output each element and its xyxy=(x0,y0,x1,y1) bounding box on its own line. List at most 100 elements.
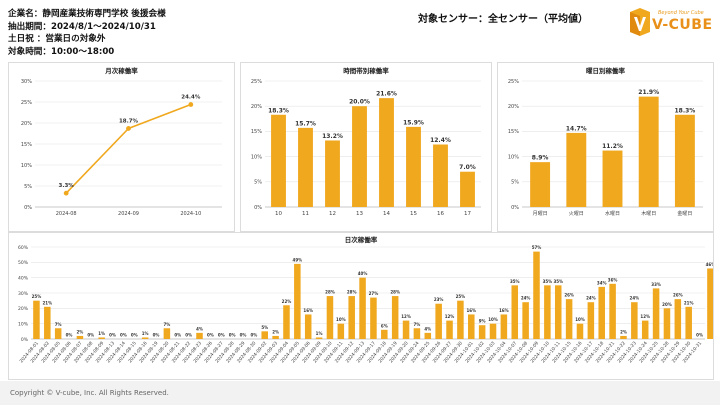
y-tick-label: 0% xyxy=(511,205,519,211)
x-tick-label: 月曜日 xyxy=(533,211,548,217)
bar xyxy=(54,328,62,339)
data-label: 7% xyxy=(414,322,421,327)
data-label: 20.0% xyxy=(349,99,370,106)
holiday-note: 土日祝 ：営業日の対象外 xyxy=(8,34,106,45)
data-label: 14.7% xyxy=(566,125,587,132)
data-label: 0% xyxy=(87,333,94,338)
data-point xyxy=(126,126,131,131)
hourly-panel: 時間帯別稼働率 0% 5% 10% 15% 20% 25% 18.3% 15.7% 13.2% 20… xyxy=(240,62,492,232)
bar xyxy=(433,144,448,207)
monthly-rate-chart: 月次稼働率 0% 5% 10% 15% 20% 25% 30% 3.3% 18.7% 24.4% 20… xyxy=(21,66,222,217)
data-label: 0% xyxy=(240,333,247,338)
bar xyxy=(602,150,623,207)
weekday-panel: 曜日別稼働率 0% 5% 10% 15% 20% 25% 8.9% 14.7% 11.2% 21.9… xyxy=(497,62,714,232)
data-label: 18.3% xyxy=(674,107,695,114)
data-label: 46% xyxy=(706,262,713,267)
bar xyxy=(298,127,313,207)
data-label: 0% xyxy=(218,333,225,338)
bar xyxy=(565,299,573,339)
data-label: 0% xyxy=(250,333,257,338)
data-label: 2% xyxy=(620,329,627,334)
y-tick-label: 20% xyxy=(251,104,262,110)
data-label: 12% xyxy=(640,314,650,319)
data-label: 0% xyxy=(66,333,73,338)
data-label: 1% xyxy=(316,331,323,336)
bar xyxy=(381,329,388,339)
logo-name: V-CUBE xyxy=(652,17,713,33)
data-label: 12% xyxy=(401,314,411,319)
y-tick-label: 25% xyxy=(21,100,32,106)
data-label: 21.9% xyxy=(638,89,659,96)
x-tick-label: 15 xyxy=(410,211,417,217)
bar xyxy=(457,300,464,339)
bar xyxy=(435,303,442,339)
data-label: 7% xyxy=(55,322,62,327)
bar xyxy=(413,328,421,339)
y-tick-label: 5% xyxy=(24,184,32,190)
y-tick-label: 20% xyxy=(21,121,32,127)
y-tick-label: 5% xyxy=(254,180,262,186)
data-label: 1% xyxy=(142,331,149,336)
data-label: 25% xyxy=(32,294,42,299)
data-label: 22% xyxy=(282,299,292,304)
x-tick-label: 11 xyxy=(302,211,309,217)
bar xyxy=(315,337,323,339)
copyright-text: Copyright © V-cube, Inc. All Rights Rese… xyxy=(10,389,169,397)
bar xyxy=(544,285,551,339)
x-tick-label: 金曜日 xyxy=(677,210,692,217)
hourly-rate-chart: 時間帯別稼働率 0% 5% 10% 15% 20% 25% 18.3% 15.7% 13.2% 20… xyxy=(251,66,481,217)
bar xyxy=(76,335,84,339)
bar xyxy=(406,126,421,207)
cube-logo-icon xyxy=(630,8,650,36)
data-label: 0% xyxy=(207,333,214,338)
x-tick-label: 10 xyxy=(275,211,282,217)
bar xyxy=(554,285,562,339)
bar xyxy=(326,296,334,339)
data-label: 1% xyxy=(98,331,105,336)
x-tick-label: 水曜日 xyxy=(605,210,620,217)
bar xyxy=(489,323,497,339)
data-label: 10% xyxy=(575,317,585,322)
x-tick-label: 2024-08 xyxy=(56,211,77,217)
data-label: 24% xyxy=(521,296,531,301)
bar xyxy=(196,332,203,339)
bar xyxy=(500,314,508,339)
x-tick-label: 13 xyxy=(356,211,363,217)
data-label: 36% xyxy=(608,277,618,282)
data-label: 27% xyxy=(369,291,379,296)
x-tick-label: 火曜日 xyxy=(569,211,584,217)
data-label: 21.6% xyxy=(376,91,397,98)
y-tick-label: 40% xyxy=(18,275,29,281)
data-label: 15.7% xyxy=(295,120,316,127)
data-label: 2% xyxy=(77,329,84,334)
bar xyxy=(638,96,659,207)
data-point xyxy=(63,190,69,196)
data-label: 0% xyxy=(174,333,181,338)
y-tick-label: 15% xyxy=(21,142,32,148)
data-label: 0% xyxy=(696,333,703,338)
x-tick-label: 14 xyxy=(383,211,390,217)
data-label: 28% xyxy=(390,290,400,295)
x-tick-label: 12 xyxy=(329,211,336,217)
bar xyxy=(352,106,367,207)
data-label: 26% xyxy=(673,293,683,298)
bar xyxy=(294,263,301,339)
y-tick-label: 10% xyxy=(18,321,29,327)
data-label: 25% xyxy=(456,294,466,299)
data-label: 18.7% xyxy=(119,118,139,124)
y-tick-label: 30% xyxy=(21,79,32,85)
data-label: 10% xyxy=(336,317,346,322)
bar xyxy=(620,335,627,339)
y-tick-label: 10% xyxy=(21,163,32,169)
data-label: 9% xyxy=(479,319,486,324)
y-tick-label: 0% xyxy=(24,205,32,211)
bar xyxy=(522,302,529,339)
bar xyxy=(598,286,605,339)
y-tick-label: 15% xyxy=(508,129,519,135)
chart-title: 曜日別稼働率 xyxy=(586,66,626,75)
data-label: 4% xyxy=(196,326,203,331)
x-tick-label: 17 xyxy=(464,211,471,217)
bar xyxy=(272,335,279,339)
bar xyxy=(707,268,714,339)
